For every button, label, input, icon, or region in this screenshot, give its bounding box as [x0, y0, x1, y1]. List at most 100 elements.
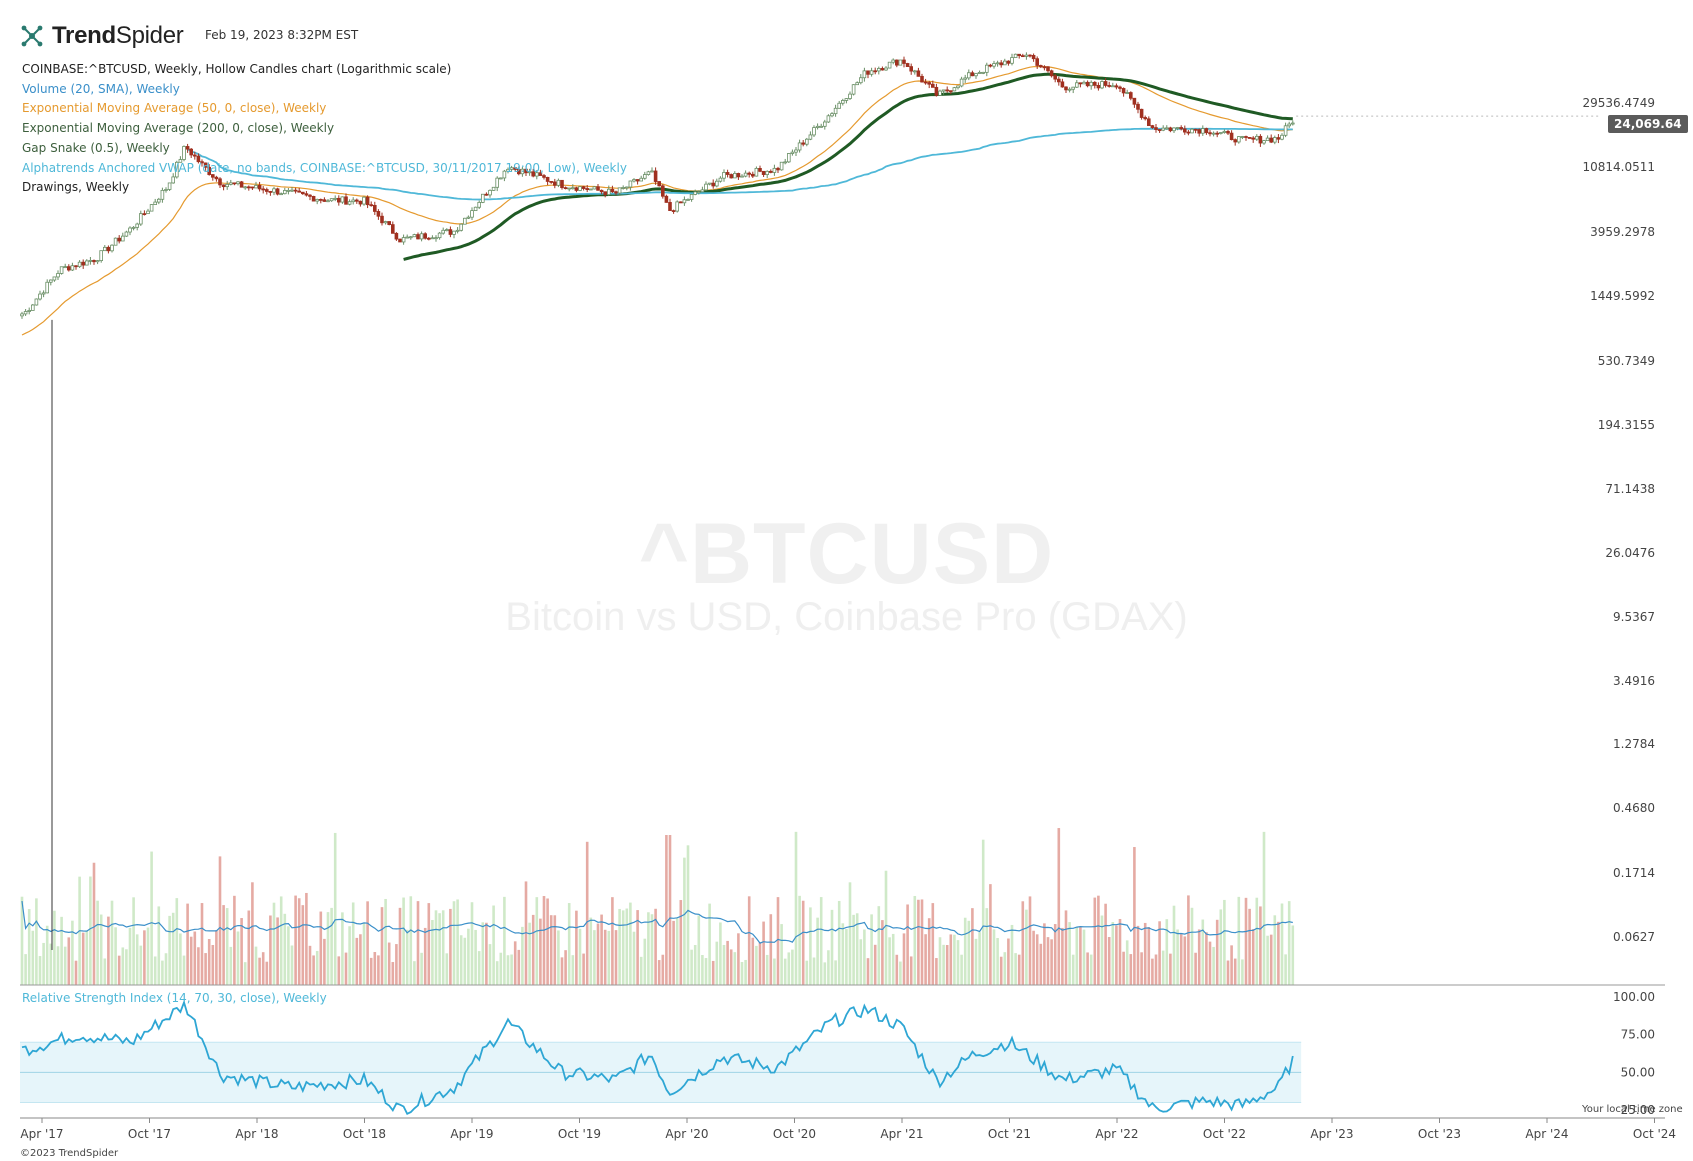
candle-body [553, 181, 557, 186]
x-tick-label: Apr '24 [1525, 1127, 1568, 1141]
volume-bar [1259, 906, 1262, 985]
candle-body [416, 234, 420, 240]
candle-body [1154, 127, 1158, 130]
candle-body [599, 189, 604, 193]
candle-body [563, 187, 568, 190]
candle-body [354, 199, 359, 202]
volume-bar [114, 927, 117, 985]
volume-bar [1068, 922, 1071, 985]
candle-body [160, 189, 165, 200]
volume-bar [1291, 925, 1295, 985]
candle-body [153, 201, 158, 205]
volume-bar [193, 931, 197, 985]
candle-body [776, 167, 780, 171]
candle-body [905, 63, 910, 67]
volume-bar [679, 900, 683, 985]
volume-bar [1129, 954, 1133, 985]
volume-bar [708, 903, 711, 985]
candle-body [264, 189, 269, 192]
volume-bar [74, 960, 78, 985]
volume-bar [423, 927, 427, 985]
volume-bar [553, 915, 557, 985]
y-tick-label: 71.1438 [1605, 482, 1655, 496]
volume-bar [1057, 828, 1061, 985]
candle-body [545, 176, 550, 182]
candle-body [412, 234, 417, 238]
candle-body [171, 176, 176, 184]
volume-bar [596, 923, 600, 985]
trendspider-logo: TrendSpider [18, 22, 184, 50]
candle-body [916, 70, 921, 77]
volume-bar [672, 920, 675, 985]
volume-bar [567, 903, 571, 985]
legend-item-gap-snake[interactable]: Gap Snake (0.5), Weekly [22, 140, 170, 155]
candle-body [455, 229, 460, 232]
volume-bar [1028, 896, 1032, 985]
legend-item-symbol[interactable]: COINBASE:^BTCUSD, Weekly, Hollow Candles… [22, 62, 452, 76]
volume-bar [459, 935, 463, 985]
candle-body [1096, 84, 1101, 89]
volume-bar [917, 899, 920, 985]
volume-bar [391, 962, 395, 985]
volume-bar [668, 835, 672, 985]
volume-bar [1122, 951, 1125, 985]
candle-body [103, 246, 107, 252]
candle-body [192, 154, 197, 157]
candle-body [1078, 82, 1083, 85]
volume-bar [1133, 847, 1136, 985]
candle-body [95, 260, 100, 263]
volume-bar [315, 950, 319, 985]
legend-item-drawings[interactable]: Drawings, Weekly [22, 180, 130, 195]
volume-bar [168, 915, 171, 985]
volume-bar [564, 950, 567, 985]
volume-bar [182, 955, 186, 985]
legend-item-vwap[interactable]: Alphatrends Anchored VWAP (date, no band… [22, 160, 627, 175]
volume-bar [981, 839, 985, 985]
y-tick-label: 26.0476 [1605, 546, 1655, 560]
volume-bar [1208, 941, 1212, 985]
candle-body [1255, 135, 1259, 140]
volume-bar [1111, 922, 1115, 985]
volume-bar [56, 946, 60, 985]
volume-bar [1280, 903, 1284, 985]
volume-bar [409, 896, 413, 985]
volume-bar [920, 899, 924, 985]
volume-bar [931, 903, 935, 985]
candle-body [542, 175, 546, 178]
volume-bar [24, 954, 27, 985]
volume-bar [877, 906, 881, 985]
legend-item-volume[interactable]: Volume (20, SMA), Weekly [22, 81, 180, 96]
candle-body [1093, 81, 1097, 86]
volume-bar [830, 909, 834, 985]
candle-body [232, 182, 237, 185]
candle-body [506, 168, 510, 172]
volume-bar [1140, 952, 1143, 985]
volume-bar [89, 876, 92, 985]
volume-bar [225, 908, 229, 985]
legend-item-ema200[interactable]: Exponential Moving Average (200, 0, clos… [22, 121, 335, 136]
rsi-y-tick-label: 50.00 [1621, 1065, 1655, 1079]
candle-body [318, 198, 323, 201]
volume-bar [290, 945, 294, 985]
candle-body [1028, 54, 1032, 57]
candle-body [1053, 75, 1058, 80]
candle-body [452, 230, 456, 235]
candle-body [236, 181, 240, 185]
candle-body [578, 186, 582, 191]
volume-bar [204, 953, 207, 985]
candle-body [661, 185, 665, 197]
candle-body [1021, 55, 1025, 58]
candle-body [372, 204, 377, 212]
legend-item-ema50[interactable]: Exponential Moving Average (50, 0, close… [22, 101, 327, 116]
volume-bar [539, 918, 542, 985]
x-tick-label: Oct '22 [1203, 1127, 1246, 1141]
candle-body [715, 180, 719, 187]
candle-body [740, 175, 744, 178]
candle-body [243, 186, 248, 189]
rsi-legend[interactable]: Relative Strength Index (14, 70, 30, clo… [22, 991, 327, 1005]
candle-body [326, 200, 330, 203]
volume-bar [99, 914, 103, 985]
candle-body [448, 229, 453, 235]
volume-bar [967, 920, 971, 985]
